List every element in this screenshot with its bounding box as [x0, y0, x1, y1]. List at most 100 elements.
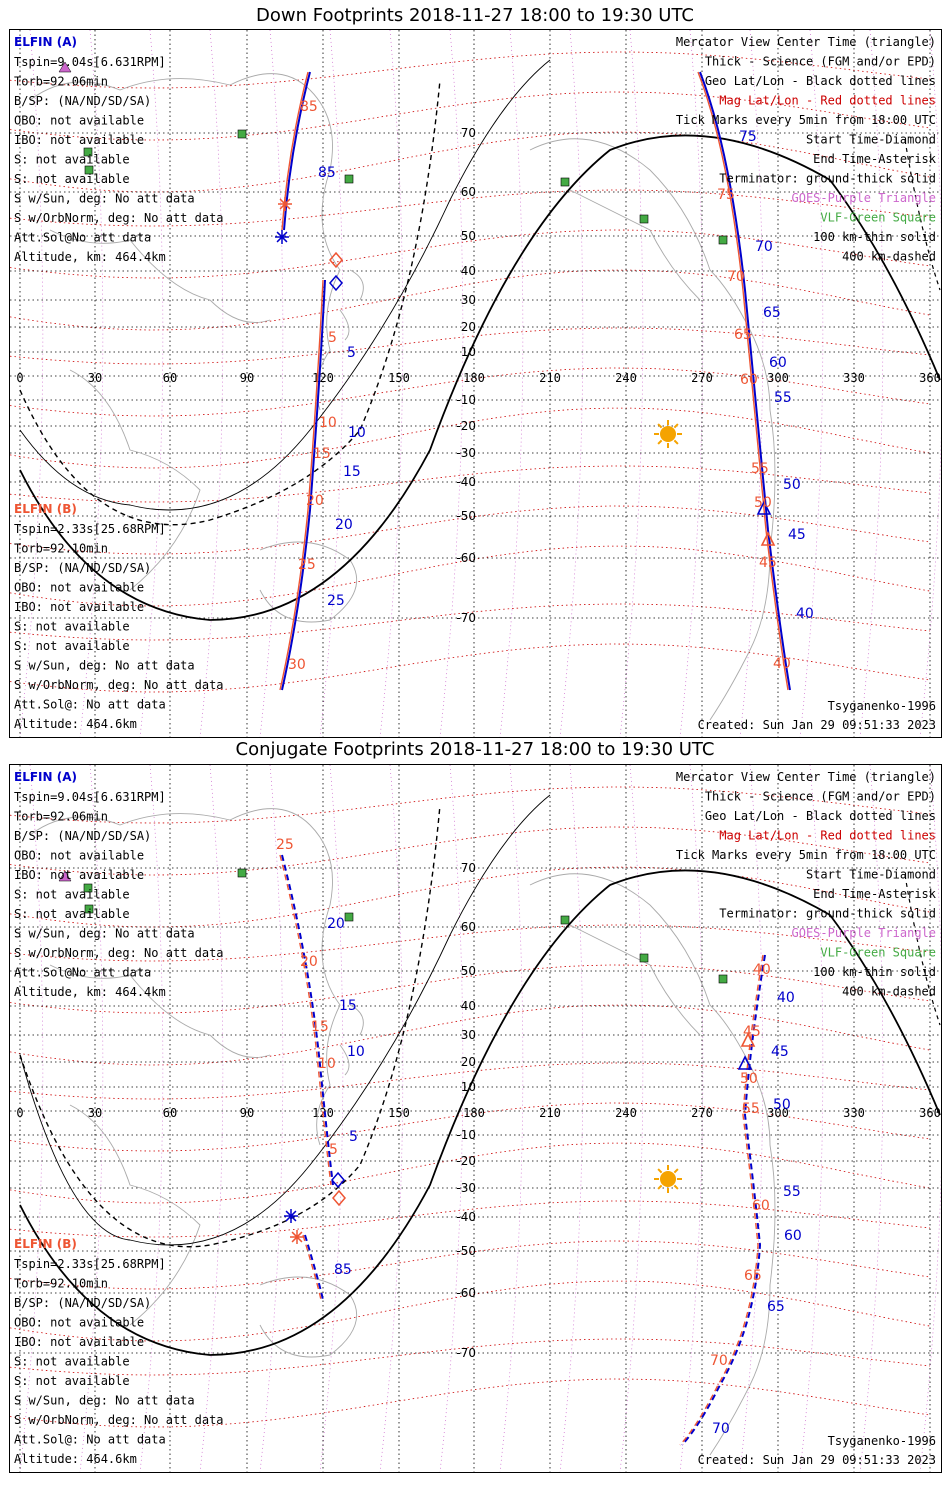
track-a-tick-label: 15 — [343, 464, 361, 480]
track-b-tick-label: 55 — [751, 461, 769, 477]
lat-label: -20 — [456, 1154, 476, 1168]
elfin-a-header: ELFIN (A) — [14, 35, 77, 49]
elfin-b-info-line: Tspin=2.33s[25.68RPM] — [14, 522, 166, 536]
track-elfin-a-east — [681, 954, 766, 1446]
sun-ray — [673, 423, 679, 429]
vlf-square — [560, 915, 570, 925]
lon-label: 150 — [388, 1106, 410, 1120]
mag-lon-line — [379, 765, 404, 1472]
track-b-tick-label: 55 — [742, 1101, 760, 1117]
map-canvas-conjugate: 0 30 60 90 120 150 180 210 240 270 300 330 360706050… — [10, 765, 941, 1472]
lon-label: 0 — [16, 1106, 23, 1120]
mag-lon-line — [79, 30, 104, 737]
coastline — [49, 964, 271, 1058]
elfin-b-info-line: Altitude: 464.6km — [14, 1452, 137, 1466]
elfin-b-header: ELFIN (B) — [14, 1237, 77, 1251]
track-a-tick-label: 45 — [788, 527, 806, 543]
mag-lon-line — [139, 765, 164, 1472]
lat-label: 60 — [461, 920, 476, 934]
mag-lon-line — [319, 765, 344, 1472]
track-b-tick-label: 65 — [734, 327, 752, 343]
lat-label: 50 — [461, 964, 476, 978]
vlf-square — [237, 868, 247, 878]
track-a-tick-label: 60 — [784, 1228, 802, 1244]
mag-lat-line — [10, 269, 931, 331]
track-b-tick-label: 85 — [300, 99, 318, 115]
vlf-square — [344, 912, 354, 922]
coastline — [339, 269, 364, 341]
sun-ray — [673, 439, 679, 445]
mag-lat-line — [10, 189, 931, 227]
track-b-tick-label: 25 — [276, 837, 294, 853]
track-a-tick-label: 70 — [712, 1421, 730, 1437]
terminator-100km — [19, 59, 551, 511]
mag-lat-line — [10, 1004, 931, 1066]
mag-lat-line — [10, 505, 931, 555]
elfin-a-info-line: S: not available — [14, 888, 130, 902]
mag-lon-line — [199, 765, 224, 1472]
track-b-tick-label: 45 — [759, 555, 777, 571]
mag-lat-line — [10, 367, 931, 417]
coastline — [569, 924, 701, 1036]
mag-lon-line — [739, 30, 764, 737]
mag-lon-line — [679, 765, 704, 1472]
coastline — [569, 189, 701, 301]
legend-line: 400 km-dashed — [842, 985, 936, 999]
mag-lon-line — [19, 765, 44, 1472]
mag-lat-line — [10, 603, 931, 641]
track-b-tick-label: 70 — [710, 1353, 728, 1369]
legend-line: Thick - Science (FGM and/or EPD) — [705, 55, 936, 69]
track-a-tick-label: 10 — [347, 1044, 365, 1060]
lat-label: 40 — [461, 999, 476, 1013]
track-b-tick-label: 45 — [743, 1024, 761, 1040]
legend-line: Terminator: ground-thick solid — [719, 172, 936, 186]
lat-label: -70 — [456, 1346, 476, 1360]
legend-line: Mercator View Center Time (triangle) — [676, 35, 936, 49]
map-panel-down: 0 30 60 90 120 150 180 210 240 270 300 330 360 70 60 50… — [9, 29, 942, 738]
vlf-square — [718, 974, 728, 984]
lon-label: 210 — [539, 371, 561, 385]
legend-line: Start Time-Diamond — [806, 868, 936, 882]
elfin-a-info-line: OBO: not available — [14, 849, 144, 863]
mag-lon-line — [19, 30, 44, 737]
coastline — [69, 369, 201, 591]
mag-lat-line — [10, 924, 931, 962]
track-b-tick-label: 60 — [752, 1198, 770, 1214]
elfin-b-header: ELFIN (B) — [14, 502, 77, 516]
mag-lat-line — [10, 1280, 931, 1342]
elfin-b-info-line: B/SP: (NA/ND/SD/SA) — [14, 561, 151, 575]
coastline — [69, 1104, 201, 1326]
elfin-a-info-line: S w/Sun, deg: No att data — [14, 927, 195, 941]
start-diamond — [332, 1189, 346, 1207]
track-b-tick-label: 60 — [740, 372, 758, 388]
elfin-b-info-line: S: not available — [14, 1355, 130, 1369]
lat-label: -10 — [456, 393, 476, 407]
track-b-tick-label: 65 — [744, 1268, 762, 1284]
lon-label: 120 — [312, 371, 334, 385]
elfin-a-info-line: B/SP: (NA/ND/SD/SA) — [14, 829, 151, 843]
lon-label: 30 — [88, 371, 102, 385]
track-a-tick-label: 10 — [348, 425, 366, 441]
end-asterisk — [291, 1231, 303, 1243]
legend-line: End Time-Asterisk — [813, 887, 937, 901]
mag-lat-line — [10, 1378, 931, 1428]
track-a-tick-label: 55 — [774, 390, 792, 406]
mag-lat-line — [10, 91, 931, 141]
lat-label: -10 — [456, 1128, 476, 1142]
track-a-tick-label: 50 — [783, 477, 801, 493]
coastline — [49, 229, 271, 323]
legend-line: Tick Marks every 5min from 18:00 UTC — [676, 113, 936, 127]
created-timestamp: Created: Sun Jan 29 09:51:33 2023 — [698, 718, 936, 732]
vlf-square — [639, 214, 649, 224]
mag-lat-line — [10, 407, 931, 469]
track-elfin-a — [281, 71, 326, 691]
mag-lon-line — [79, 765, 104, 1472]
legend-line: 100 km-thin solid — [813, 965, 936, 979]
legend-line: GOES-Purple Triangle — [792, 191, 937, 205]
lon-label: 360 — [919, 371, 941, 385]
legend-line: Mag Lat/Lon - Red dotted lines — [719, 94, 936, 108]
track-elfin-b — [279, 71, 324, 691]
track-elfin-b-east — [679, 954, 764, 1446]
elfin-a-info-line: Att.Sol@No att data — [14, 966, 151, 980]
lon-label: 180 — [463, 371, 485, 385]
